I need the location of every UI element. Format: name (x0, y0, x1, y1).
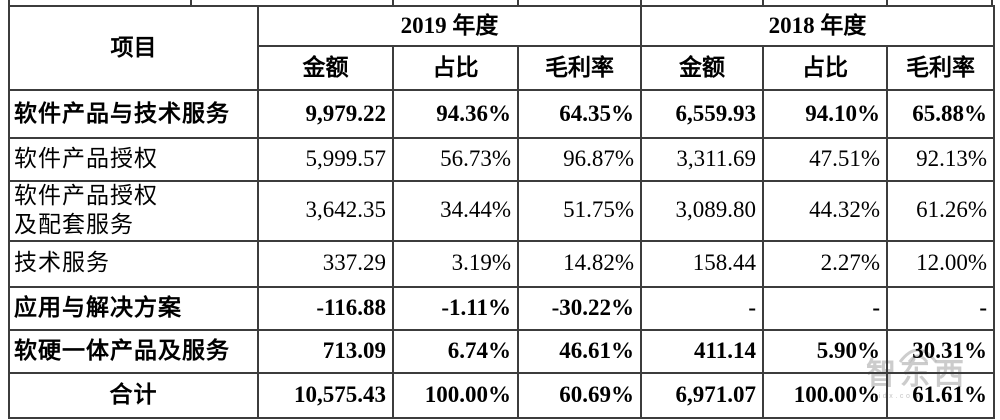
cell-value: 3,642.35 (257, 180, 394, 242)
cell-value: 337.29 (257, 239, 394, 288)
cell-value: 14.82% (517, 239, 642, 288)
row-label: 软件产品授权 及配套服务 (8, 180, 259, 242)
row-label: 应用与解决方案 (8, 285, 259, 331)
cell-value: 64.35% (517, 89, 642, 139)
cell-value: 3.19% (392, 239, 519, 288)
cell-value: 94.10% (762, 89, 888, 139)
cell-value: 44.32% (762, 180, 888, 242)
table-row: 软件产品与技术服务 9,979.22 94.36% 64.35% 6,559.9… (8, 89, 995, 139)
cell-value: 3,089.80 (640, 180, 764, 242)
header-item: 项目 (8, 5, 259, 91)
row-label: 软硬一体产品及服务 (8, 328, 259, 374)
table-row: 软硬一体产品及服务 713.09 6.74% 46.61% 411.14 5.9… (8, 328, 995, 374)
cell-value: 158.44 (640, 239, 764, 288)
cell-value: 51.75% (517, 180, 642, 242)
cell-value: 94.36% (392, 89, 519, 139)
cell-value: -116.88 (257, 285, 394, 331)
table-gridline-stub (991, 0, 993, 5)
table-row: 软件产品授权 及配套服务 3,642.35 34.44% 51.75% 3,08… (8, 180, 995, 242)
cell-value: 5,999.57 (257, 137, 394, 182)
cell-value: 61.61% (886, 371, 995, 419)
cell-value: 5.90% (762, 328, 888, 374)
cell-value: 100.00% (762, 371, 888, 419)
cell-value: 30.31% (886, 328, 995, 374)
header-year-2019: 2019 年度 (257, 5, 642, 47)
table-row-total: 合计 10,575.43 100.00% 60.69% 6,971.07 100… (8, 371, 995, 419)
table-row: 技术服务 337.29 3.19% 14.82% 158.44 2.27% 12… (8, 239, 995, 288)
table-gridline-stub (190, 0, 192, 5)
table-row: 应用与解决方案 -116.88 -1.11% -30.22% - - - (8, 285, 995, 331)
cell-value: 60.69% (517, 371, 642, 419)
table-gridline-stub (392, 0, 394, 5)
row-label: 软件产品与技术服务 (8, 89, 259, 139)
table-gridline-stub (8, 0, 10, 5)
header-amount-2019: 金额 (257, 45, 394, 91)
cell-value: 9,979.22 (257, 89, 394, 139)
header-margin-2019: 毛利率 (517, 45, 642, 91)
header-year-2018: 2018 年度 (640, 5, 995, 47)
cell-value: 34.44% (392, 180, 519, 242)
cell-value: 46.61% (517, 328, 642, 374)
cell-value: 2.27% (762, 239, 888, 288)
table-gridline-stub (886, 0, 888, 5)
header-margin-2018: 毛利率 (886, 45, 995, 91)
table-gridline-stub (640, 0, 642, 5)
cell-value: 96.87% (517, 137, 642, 182)
table-gridline-stub (762, 0, 764, 5)
cell-value: - (640, 285, 764, 331)
cell-value: 6,971.07 (640, 371, 764, 419)
cell-value: 92.13% (886, 137, 995, 182)
row-label-total: 合计 (8, 371, 259, 419)
header-ratio-2018: 占比 (762, 45, 888, 91)
cell-value: 65.88% (886, 89, 995, 139)
header-ratio-2019: 占比 (392, 45, 519, 91)
cell-value: -30.22% (517, 285, 642, 331)
row-label: 软件产品授权 (8, 137, 259, 182)
cell-value: 100.00% (392, 371, 519, 419)
cell-value: 61.26% (886, 180, 995, 242)
cell-value: - (886, 285, 995, 331)
cell-value: 10,575.43 (257, 371, 394, 419)
cell-value: 3,311.69 (640, 137, 764, 182)
cell-value: 12.00% (886, 239, 995, 288)
header-amount-2018: 金额 (640, 45, 764, 91)
table-row: 软件产品授权 5,999.57 56.73% 96.87% 3,311.69 4… (8, 137, 995, 182)
cell-value: 56.73% (392, 137, 519, 182)
financial-table: 项目 2019 年度 2018 年度 金额 占比 毛利率 金额 占比 毛利率 软… (8, 5, 995, 419)
cell-value: 6,559.93 (640, 89, 764, 139)
cell-value: 6.74% (392, 328, 519, 374)
header-row-metrics: 金额 占比 毛利率 金额 占比 毛利率 (9, 45, 995, 91)
cell-value: 411.14 (640, 328, 764, 374)
cell-value: - (762, 285, 888, 331)
header-row-years: 项目 2019 年度 2018 年度 (8, 5, 995, 91)
cell-value: 47.51% (762, 137, 888, 182)
table-gridline-stub (517, 0, 519, 5)
row-label: 技术服务 (8, 239, 259, 288)
cell-value: 713.09 (257, 328, 394, 374)
cell-value: -1.11% (392, 285, 519, 331)
